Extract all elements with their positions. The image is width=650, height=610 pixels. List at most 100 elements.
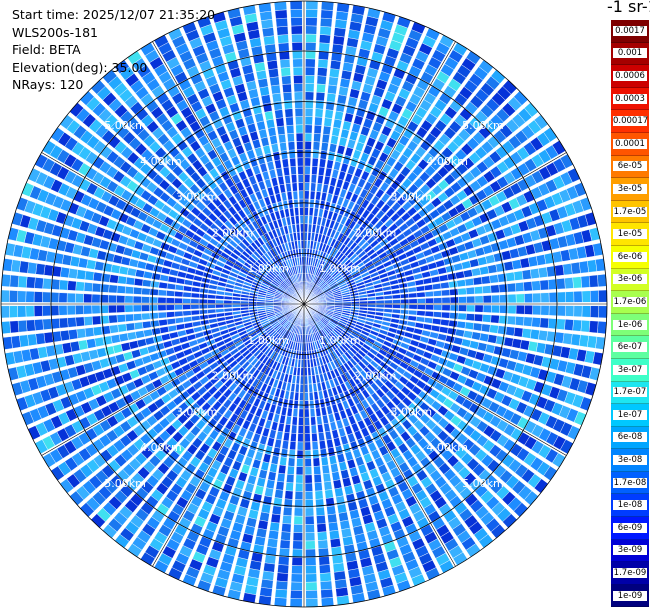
ray-gate: [581, 290, 591, 303]
ray-gate: [326, 438, 334, 449]
colorbar-step: 3e-05: [611, 178, 649, 201]
ray-gate: [298, 190, 304, 200]
ray-gate: [311, 157, 319, 167]
colorbar-tick-label: 6e-09: [613, 522, 647, 533]
ray-gate: [342, 304, 352, 307]
ray-gate: [304, 124, 313, 134]
ray-gate: [118, 265, 129, 276]
ray-gate: [273, 597, 287, 607]
colorbar-step: 1e-09: [611, 584, 649, 608]
ray-gate: [83, 282, 93, 292]
ray-gate: [448, 280, 458, 289]
ray-gate: [322, 183, 329, 194]
ray-gate: [334, 303, 344, 307]
ray-gate: [285, 382, 292, 392]
ray-gate: [305, 548, 316, 558]
ray-gate: [472, 276, 483, 286]
ray-gate: [299, 392, 304, 401]
ray-gate: [1, 321, 11, 335]
ray-gate: [317, 58, 329, 69]
ray-gate: [67, 317, 77, 328]
ray-gate: [305, 565, 317, 575]
start-time-label: Start time: 2025/12/07 21:35:20: [12, 7, 216, 22]
ray-gate: [185, 273, 195, 281]
ray-gate: [286, 473, 295, 484]
ray-gate: [312, 149, 320, 159]
ray-gate: [265, 118, 276, 129]
ray-gate: [124, 286, 135, 295]
colorbar-step: 1.7e-05: [611, 200, 649, 224]
ray-gate: [307, 375, 313, 385]
ray-gate: [266, 437, 275, 448]
ray-gate: [295, 474, 304, 484]
ray-gate: [125, 322, 136, 332]
ray-gate: [306, 350, 310, 360]
ray-gate: [312, 449, 320, 459]
ray-gate: [290, 25, 303, 35]
ray-gate: [564, 277, 574, 289]
ray-gate: [280, 192, 288, 202]
ray-gate: [304, 215, 309, 225]
colorbar-tick-label: 1.7e-08: [613, 477, 647, 488]
ray-gate: [91, 282, 102, 293]
ray-gate: [149, 312, 159, 320]
ray-gate: [289, 598, 303, 608]
ray-gate: [308, 391, 314, 401]
ray-gate: [149, 296, 159, 304]
ray-gate: [182, 310, 192, 317]
ray-gate: [324, 430, 333, 441]
colorbar-step: 1.7e-06: [611, 291, 649, 314]
ray-gate: [598, 289, 608, 303]
ray-gate: [333, 27, 347, 38]
ray-gate: [284, 108, 294, 118]
ray-gate: [332, 35, 345, 46]
ray-gate: [17, 305, 27, 318]
ray-gate: [268, 429, 277, 440]
ray-gate: [268, 529, 279, 540]
range-label: 2.00km: [212, 226, 254, 239]
ray-gate: [445, 335, 456, 344]
ray-gate: [310, 182, 317, 192]
ray-gate: [285, 415, 292, 425]
ray-gate: [17, 320, 28, 333]
ray-gate: [150, 280, 160, 289]
ray-gate: [33, 305, 43, 317]
ray-gate: [262, 453, 272, 464]
ray-gate: [440, 281, 450, 289]
ray-gate: [275, 17, 288, 28]
ray-gate: [269, 403, 277, 414]
ray-gate: [515, 282, 525, 292]
ray-gate: [224, 291, 234, 297]
ray-gate: [331, 126, 341, 137]
ray-gate: [26, 319, 36, 332]
ray-gate: [472, 322, 483, 332]
ray-gate: [317, 174, 324, 185]
ray-gate: [416, 298, 426, 304]
ray-gate: [83, 316, 93, 326]
ray-gate: [185, 327, 195, 335]
ray-gate: [286, 133, 295, 143]
ray-gate: [295, 375, 301, 385]
ray-gate: [178, 335, 189, 344]
ray-gate: [375, 307, 385, 313]
ray-gate: [264, 487, 274, 498]
ray-gate: [117, 275, 128, 285]
ray-gate: [320, 192, 328, 202]
ray-gate: [272, 151, 281, 161]
ray-gate: [487, 334, 498, 344]
ray-gate: [598, 305, 608, 319]
ray-gate: [291, 424, 298, 434]
colorbar-tick-label: 1e-07: [613, 409, 647, 420]
ray-gate: [285, 183, 292, 193]
ray-gate: [321, 1, 335, 11]
ray-gate: [91, 315, 102, 326]
ray-gate: [286, 407, 293, 417]
ray-gate: [304, 182, 310, 192]
ray-gate: [308, 383, 313, 393]
ray-gate: [271, 92, 282, 103]
ray-gate: [284, 208, 290, 218]
ray-gate: [432, 290, 442, 297]
ray-gate: [316, 183, 323, 193]
ray-gate: [209, 322, 219, 329]
ray-gate: [17, 275, 28, 288]
